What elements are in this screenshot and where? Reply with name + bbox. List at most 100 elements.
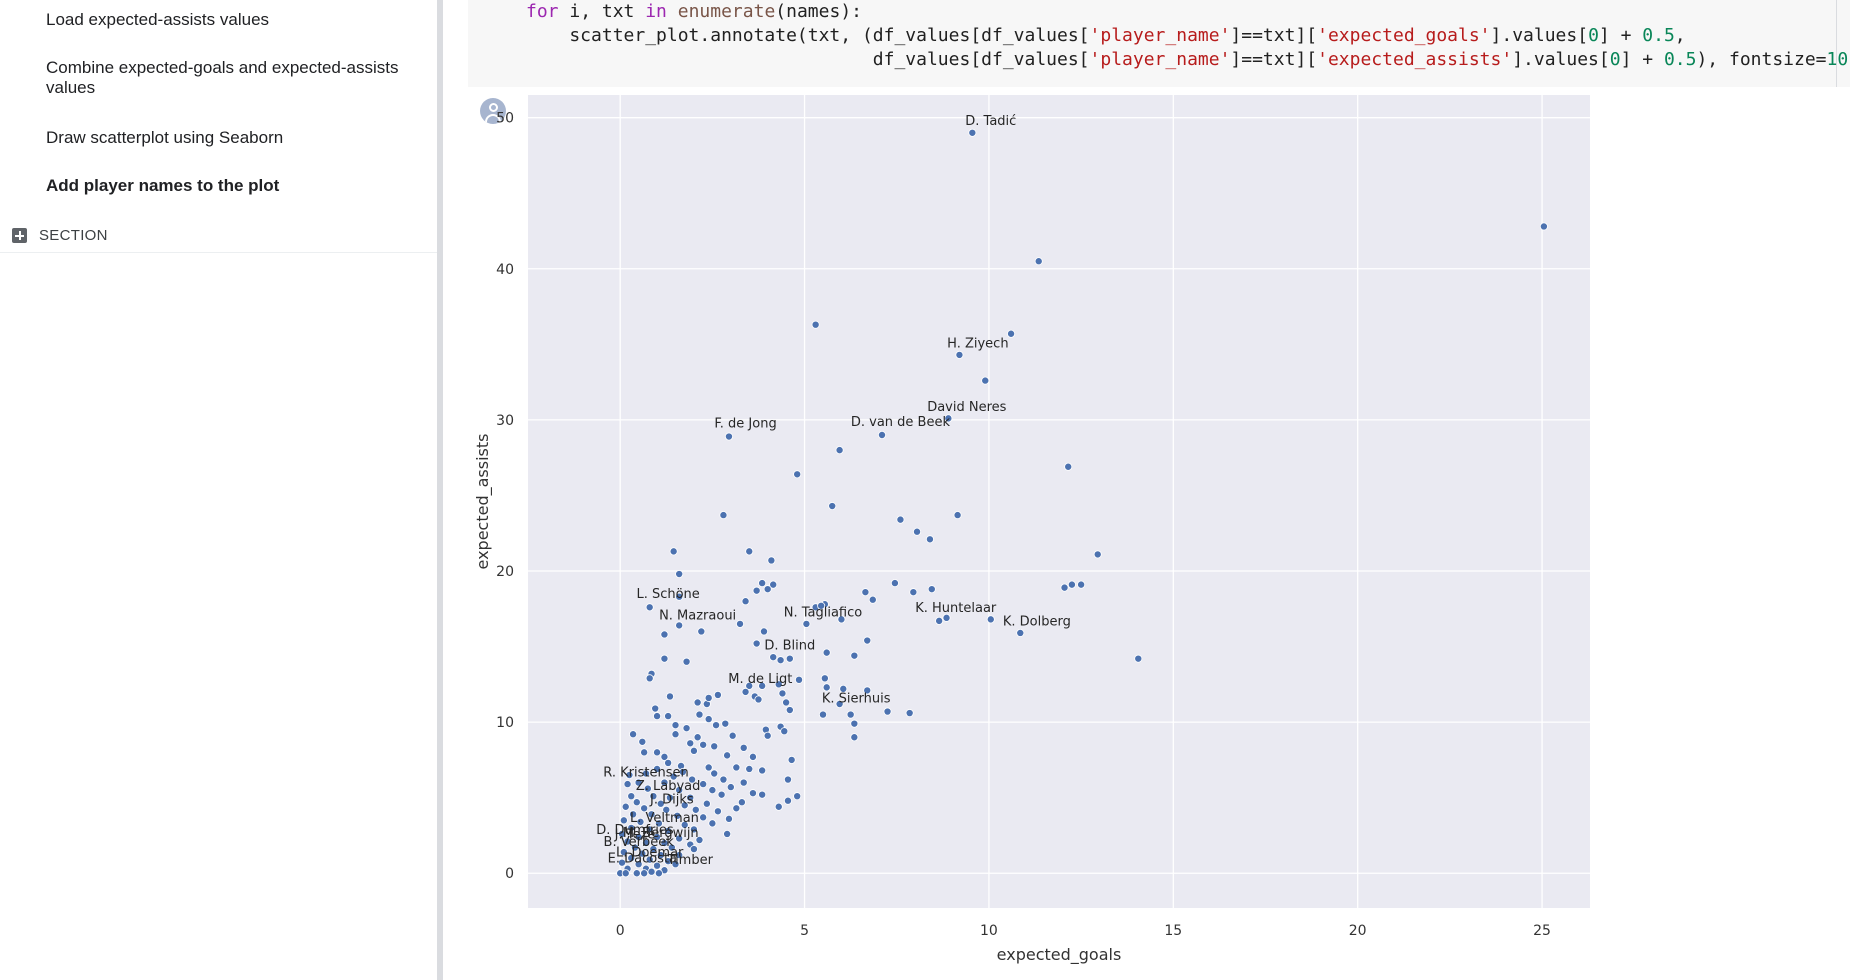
toc-item-add-player-names[interactable]: Add player names to the plot: [46, 176, 416, 196]
data-point: [752, 586, 761, 595]
data-point: [695, 835, 704, 844]
data-points: [616, 128, 1548, 878]
data-point: [704, 693, 713, 702]
data-point: [1134, 654, 1143, 663]
data-point: [653, 712, 662, 721]
data-point: [682, 724, 691, 733]
divider: [0, 252, 437, 253]
data-point: [896, 515, 905, 524]
data-point: [675, 834, 684, 843]
data-point: [778, 689, 787, 698]
data-point: [817, 601, 826, 610]
data-point: [741, 687, 750, 696]
data-point: [739, 778, 748, 787]
plot-area: [528, 95, 1590, 908]
data-point: [656, 799, 665, 808]
data-point: [669, 547, 678, 556]
data-point: [688, 775, 697, 784]
data-point: [634, 832, 643, 841]
y-tick-label: 40: [496, 262, 514, 278]
toc-item-combine-values[interactable]: Combine expected-goals and expected-assi…: [46, 58, 416, 98]
data-point: [1093, 550, 1102, 559]
data-point: [630, 843, 639, 852]
data-point: [619, 848, 628, 857]
code-line: df_values[df_values['player_name']==txt]…: [526, 49, 1850, 70]
data-point: [846, 710, 855, 719]
player-name-label: K. Dolberg: [1003, 614, 1071, 629]
data-point: [767, 556, 776, 565]
data-point: [627, 854, 636, 863]
y-tick-label: 50: [496, 111, 514, 127]
data-point: [752, 639, 761, 648]
data-point: [868, 595, 877, 604]
data-point: [1034, 257, 1043, 266]
data-point: [662, 805, 671, 814]
data-point: [942, 613, 951, 622]
data-point: [699, 740, 708, 749]
data-point: [818, 710, 827, 719]
data-point: [649, 845, 658, 854]
data-point: [787, 755, 796, 764]
data-point: [981, 376, 990, 385]
data-point: [925, 535, 934, 544]
code-cell[interactable]: for i, txt in enumerate(names): scatter_…: [468, 0, 1850, 87]
data-point: [675, 592, 684, 601]
data-point: [782, 698, 791, 707]
data-point: [758, 766, 767, 775]
data-point: [953, 511, 962, 520]
code-line: scatter_plot.annotate(txt, (df_values[df…: [526, 25, 1686, 46]
code-editor[interactable]: for i, txt in enumerate(names): scatter_…: [526, 0, 1850, 72]
y-tick-label: 10: [496, 715, 514, 731]
add-box-icon: [12, 227, 27, 243]
player-name-label: F. de Jong: [714, 416, 776, 431]
add-section-button[interactable]: SECTION: [12, 225, 108, 245]
data-point: [1016, 628, 1025, 637]
data-point: [632, 869, 641, 878]
data-point: [621, 869, 630, 878]
data-point: [1007, 329, 1016, 338]
data-point: [774, 680, 783, 689]
data-point: [759, 627, 768, 636]
data-point: [835, 446, 844, 455]
data-point: [675, 570, 684, 579]
data-point: [634, 778, 643, 787]
data-point: [647, 810, 656, 819]
data-point: [780, 727, 789, 736]
data-point: [783, 775, 792, 784]
player-name-label: R. Kristensen: [603, 766, 688, 781]
toc-item-label: Combine expected-goals and expected-assi…: [46, 58, 399, 97]
data-point: [640, 804, 649, 813]
x-axis-ticks: 0 5 10 15 20 25: [616, 923, 1551, 939]
sidebar-resize-handle[interactable]: [437, 0, 443, 980]
data-point: [689, 845, 698, 854]
toc-item-label: Load expected-assists values: [46, 10, 270, 29]
toc-item-load-expected-assists[interactable]: Load expected-assists values: [46, 10, 416, 30]
data-point: [835, 699, 844, 708]
data-point: [664, 826, 673, 835]
data-point: [758, 681, 767, 690]
data-point: [927, 585, 936, 594]
data-point: [678, 767, 687, 776]
data-point: [708, 786, 717, 795]
data-point: [641, 769, 650, 778]
data-point: [691, 805, 700, 814]
player-name-label: L. Veltman: [630, 811, 699, 826]
data-point: [660, 778, 669, 787]
data-point: [935, 616, 944, 625]
data-point: [717, 790, 726, 799]
player-name-label: M. Bergwijn: [623, 826, 699, 841]
y-tick-label: 0: [505, 866, 514, 882]
data-point: [758, 790, 767, 799]
data-point: [653, 832, 662, 841]
toc-item-draw-scatterplot[interactable]: Draw scatterplot using Seaborn: [46, 128, 416, 148]
data-point: [699, 813, 708, 822]
data-point: [850, 733, 859, 742]
x-tick-label: 25: [1533, 923, 1551, 939]
player-name-label: L. Schöne: [636, 587, 699, 602]
output-avatar-icon: [480, 98, 506, 124]
player-name-label: L. Doemar: [616, 846, 684, 861]
data-point: [665, 793, 674, 802]
data-point: [675, 786, 684, 795]
player-name-label: D. Dumfries: [596, 823, 674, 838]
data-point: [671, 721, 680, 730]
